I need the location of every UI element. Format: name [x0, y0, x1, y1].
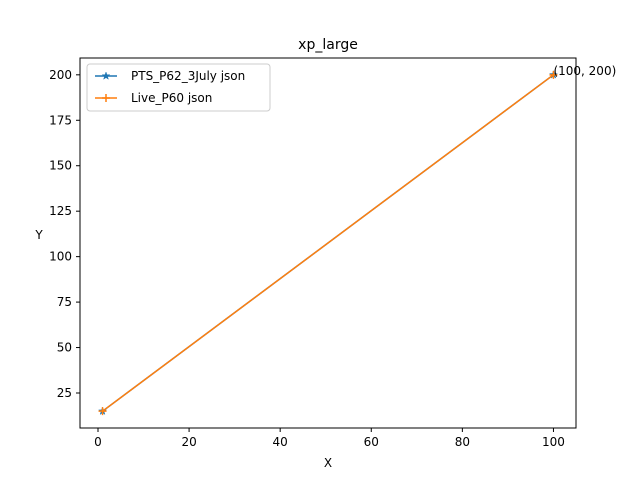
y-tick-label: 25 [57, 386, 72, 400]
y-tick-label: 150 [49, 159, 72, 173]
x-tick-label: 0 [94, 435, 102, 449]
y-tick-label: 200 [49, 68, 72, 82]
x-axis-label: X [324, 456, 332, 470]
axis-ticks: 0 20 40 60 80 100 25 50 75 100 125 150 175 200 [49, 68, 565, 449]
x-tick-label: 40 [273, 435, 288, 449]
annotations: (100, 200) [553, 64, 616, 78]
x-tick-label: 100 [542, 435, 565, 449]
data-point-series-2 [549, 70, 558, 79]
axes-frame [79, 57, 577, 429]
point-annotation: (100, 200) [553, 64, 616, 78]
y-tick-label: 75 [57, 295, 72, 309]
data-point-series-2 [98, 407, 107, 416]
legend: PTS_P62_3July json Live_P60 json [86, 63, 271, 112]
legend-marker-symbol [101, 71, 111, 80]
legend-marker-series-2 [102, 94, 110, 102]
x-tick-label: 60 [364, 435, 379, 449]
y-tick-label: 125 [49, 204, 72, 218]
y-tick-label: 50 [57, 341, 72, 355]
legend-label-series-2: Live_P60 json [131, 91, 212, 105]
chart-title: xp_large [298, 37, 358, 53]
legend-marker-series-1 [101, 71, 111, 80]
legend-marker-symbol [102, 94, 110, 102]
legend-box [86, 63, 271, 112]
x-tick-label: 20 [181, 435, 196, 449]
y-axis-label: Y [34, 228, 43, 242]
series-line-2 [102, 74, 554, 412]
x-tick-label: 80 [455, 435, 470, 449]
y-tick-label: 100 [49, 250, 72, 264]
legend-label-series-1: PTS_P62_3July json [131, 69, 245, 83]
y-tick-label: 175 [49, 113, 72, 127]
plot-area [98, 70, 558, 416]
